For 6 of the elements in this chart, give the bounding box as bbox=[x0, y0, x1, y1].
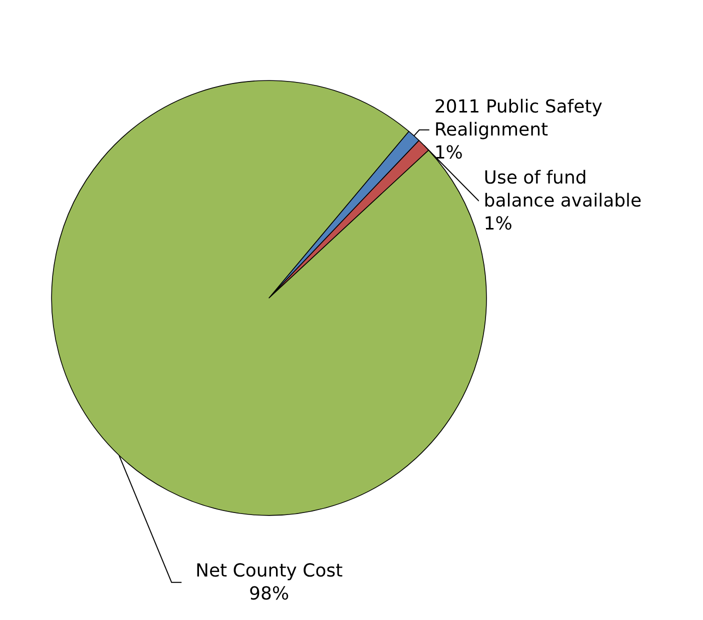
data-label: 1% bbox=[484, 213, 512, 234]
slice-label: Use of fund balance available bbox=[484, 167, 642, 212]
slice-label: 2011 Public Safety Realignment bbox=[434, 96, 608, 140]
slice-label: Net County Cost bbox=[195, 560, 343, 582]
data-label: 98% bbox=[249, 583, 290, 604]
data-label: 1% bbox=[434, 142, 463, 164]
